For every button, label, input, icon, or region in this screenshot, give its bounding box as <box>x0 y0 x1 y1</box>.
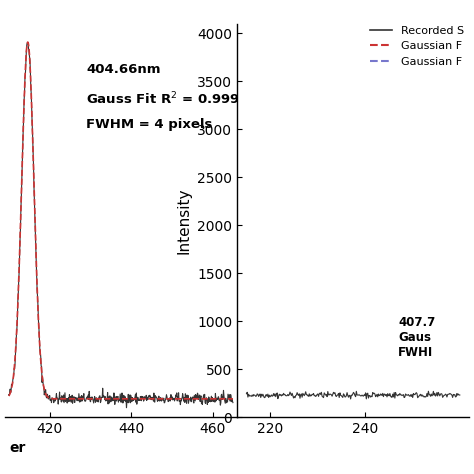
Text: FWHM = 4 pixels: FWHM = 4 pixels <box>86 118 212 131</box>
Y-axis label: Intensity: Intensity <box>176 187 191 254</box>
Text: Gauss Fit R$^2$ = 0.999: Gauss Fit R$^2$ = 0.999 <box>86 91 240 107</box>
Legend: Recorded S, Gaussian F, Gaussian F: Recorded S, Gaussian F, Gaussian F <box>365 21 468 72</box>
Text: er: er <box>9 441 26 455</box>
Text: 404.66nm: 404.66nm <box>86 63 161 76</box>
Text: 407.7
Gaus
FWHI: 407.7 Gaus FWHI <box>398 316 436 359</box>
